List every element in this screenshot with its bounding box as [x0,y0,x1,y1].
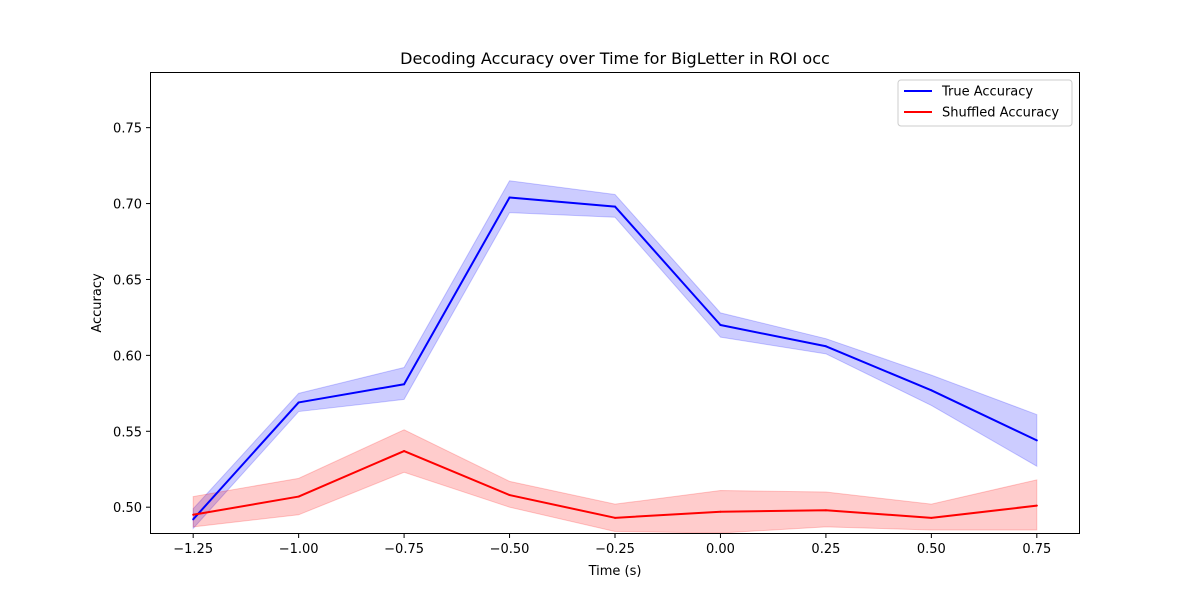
x-tick-label: 0.50 [917,542,946,557]
legend: True Accuracy Shuffled Accuracy [897,79,1073,127]
true-accuracy-point [403,383,406,386]
x-tick-label: −0.50 [490,542,530,557]
plot-area [192,180,1038,533]
true-accuracy-point [930,389,933,392]
y-tick-label: 0.55 [113,425,142,440]
shuffled-accuracy-point [824,509,827,512]
y-axis-label: Accuracy [90,273,105,333]
legend-label-shuffled-accuracy: Shuffled Accuracy [942,106,1059,121]
x-tick-label: 0.25 [811,542,840,557]
shuffled-accuracy-confidence-band [192,429,1038,533]
shuffled-accuracy-point [508,494,511,497]
true-accuracy-confidence-band [192,180,1038,530]
shuffled-accuracy-point [614,516,616,519]
chart-title: Decoding Accuracy over Time for BigLette… [400,49,830,68]
shuffled-accuracy-point [1035,504,1038,507]
shuffled-accuracy-point [930,516,933,519]
y-tick-label: 0.60 [113,349,142,364]
x-axis: −1.25 −1.00 −0.75 −0.50 −0.25 0.00 0.25 0.50 0.7… [173,533,1051,557]
shuffled-accuracy-point [403,450,406,453]
shuffled-accuracy-point [192,513,195,516]
y-tick-label: 0.65 [113,273,142,288]
true-accuracy-point [192,518,195,521]
legend-label-true-accuracy: True Accuracy [941,85,1033,100]
x-axis-label: Time (s) [588,564,642,579]
x-tick-label: −0.75 [384,542,424,557]
legend-box [897,79,1073,127]
plot-frame [150,72,1080,534]
y-tick-label: 0.75 [113,122,142,137]
y-axis: 0.50 0.55 0.60 0.65 0.70 0.75 [113,122,151,516]
true-accuracy-point [824,345,827,348]
x-tick-label: 0.00 [706,542,735,557]
true-accuracy-point [1035,439,1038,442]
x-tick-label: 0.75 [1022,542,1051,557]
shuffled-accuracy-point [297,495,300,498]
true-accuracy-point [719,324,722,327]
x-tick-label: −1.00 [279,542,319,557]
shuffled-accuracy-point [719,510,722,513]
true-accuracy-point [297,401,300,404]
y-tick-label: 0.70 [113,198,142,213]
x-tick-label: −1.25 [173,542,213,557]
true-accuracy-point [508,196,511,199]
true-accuracy-point [614,205,616,208]
y-tick-label: 0.50 [113,501,142,516]
x-tick-label: −0.25 [595,542,635,557]
